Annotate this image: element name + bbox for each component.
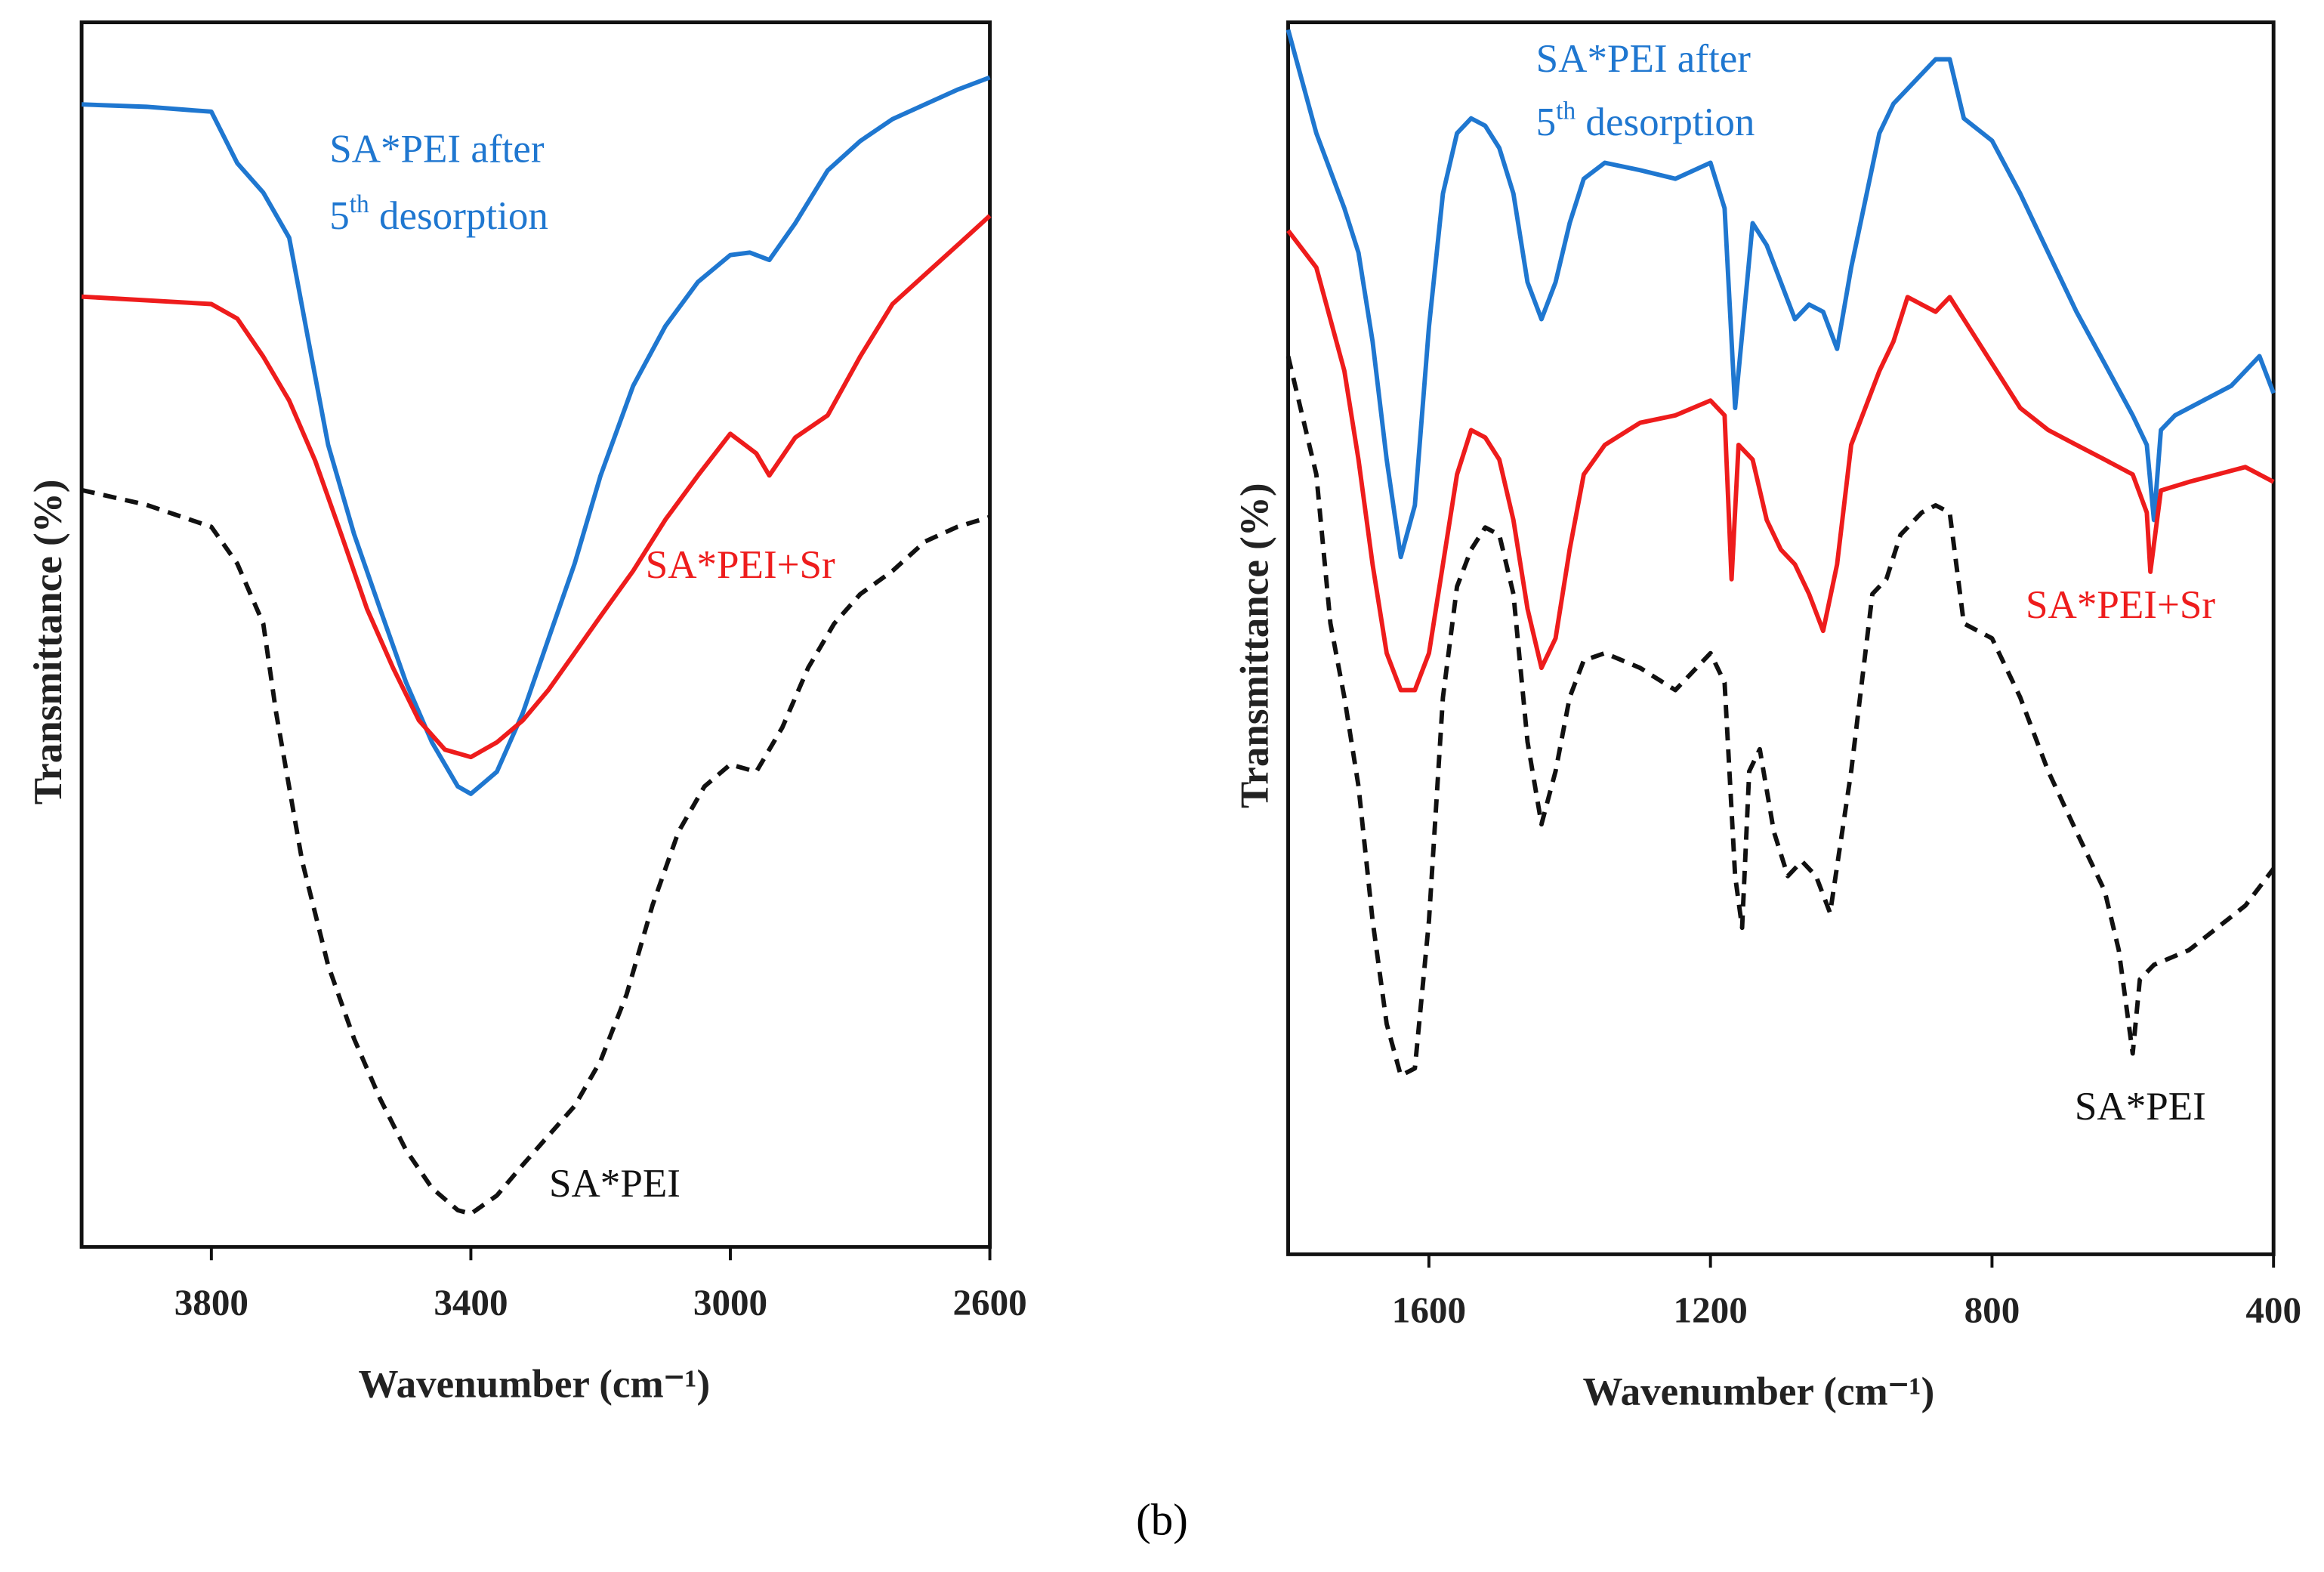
series-label: 5th desorption: [1536, 97, 1755, 144]
series-label: SA*PEI: [549, 1162, 681, 1206]
x-tick-label: 1200: [1674, 1289, 1748, 1330]
series-label-part: desorption: [1576, 100, 1755, 144]
x-axis-label: Wavenumber (cm⁻¹): [1582, 1370, 1934, 1413]
series-label: 5th desorption: [329, 190, 548, 238]
spectrum-line: [1285, 355, 2276, 1078]
y-axis-label: Transmittance (%): [1233, 483, 1276, 808]
x-tick-label: 3000: [693, 1281, 767, 1323]
x-tick-label: 3400: [434, 1281, 508, 1323]
x-tick-label: 800: [1964, 1289, 2020, 1330]
x-tick-label: 3800: [174, 1281, 248, 1323]
series-label: SA*PEI+Sr: [2026, 583, 2215, 627]
caption: (b): [1136, 1495, 1188, 1545]
spectrum-line: [1285, 29, 2276, 560]
y-axis-label: Transmittance (%): [26, 480, 70, 805]
spectrum-line: [81, 487, 991, 1216]
spectrum-line: [1286, 229, 2275, 693]
series-label-part: 5: [1536, 100, 1557, 144]
series-label: SA*PEI: [2075, 1085, 2206, 1129]
series-label: SA*PEI+Sr: [646, 543, 835, 587]
series-label-part: desorption: [369, 194, 548, 238]
spectrum-line: [81, 75, 991, 796]
plot-frame: [79, 20, 992, 1249]
series-label-sup: th: [350, 190, 369, 218]
x-tick-label: 400: [2245, 1289, 2301, 1330]
series-label: SA*PEI after: [329, 128, 545, 171]
x-tick-label: 1600: [1392, 1289, 1466, 1330]
spectrum-line: [81, 214, 992, 760]
series-label-part: 5: [329, 194, 350, 238]
plot-frame: [1286, 20, 2276, 1256]
x-tick-label: 2600: [952, 1281, 1026, 1323]
series-label: SA*PEI after: [1536, 37, 1751, 81]
x-axis-label: Wavenumber (cm⁻¹): [358, 1362, 710, 1406]
series-label-sup: th: [1556, 97, 1576, 125]
